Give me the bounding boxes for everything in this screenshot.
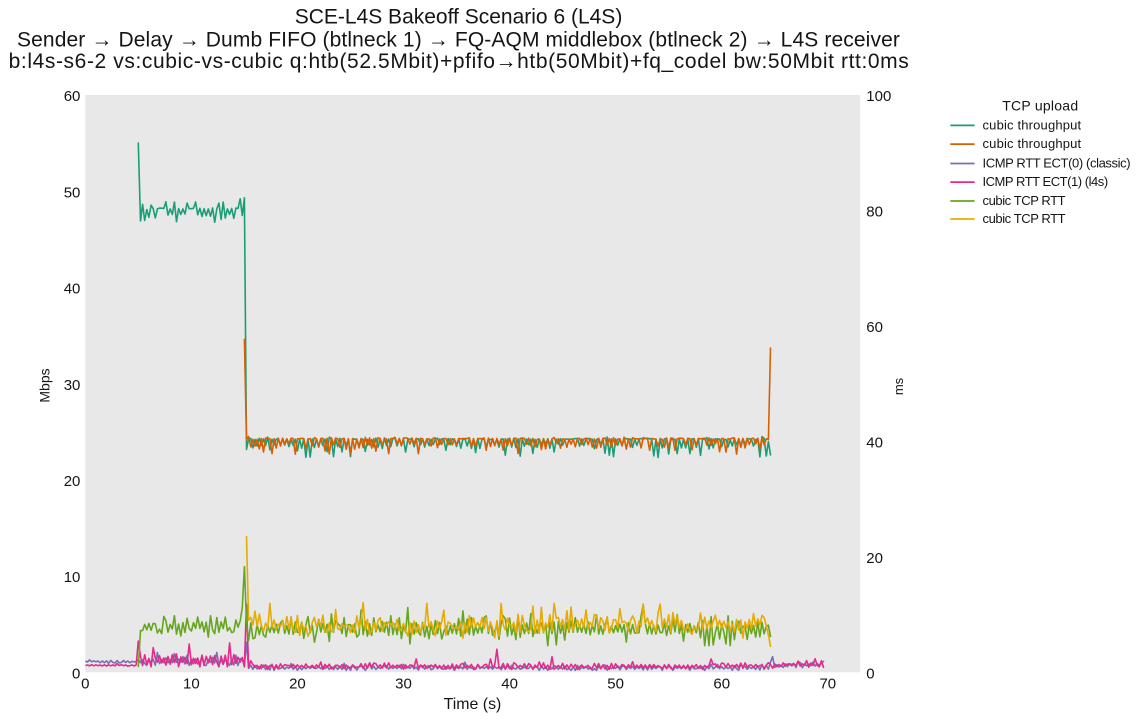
svg-text:ICMP RTT ECT(0) (classic): ICMP RTT ECT(0) (classic) (983, 156, 1131, 171)
svg-text:cubic TCP RTT: cubic TCP RTT (983, 193, 1066, 208)
svg-text:30: 30 (395, 676, 412, 693)
svg-text:Mbps: Mbps (36, 368, 52, 402)
svg-text:0: 0 (72, 665, 80, 682)
svg-text:50: 50 (64, 184, 81, 201)
svg-text:20: 20 (64, 473, 81, 490)
svg-text:20: 20 (866, 550, 883, 567)
svg-text:Sender → Delay → Dumb FIFO (bt: Sender → Delay → Dumb FIFO (btlneck 1) →… (17, 29, 900, 52)
svg-text:cubic TCP RTT: cubic TCP RTT (983, 211, 1066, 226)
svg-text:b:l4s-s6-2 vs:cubic-vs-cubic q: b:l4s-s6-2 vs:cubic-vs-cubic q:htb(52.5M… (9, 50, 910, 73)
svg-text:70: 70 (819, 676, 836, 693)
svg-text:0: 0 (81, 676, 89, 693)
svg-text:100: 100 (866, 88, 891, 105)
svg-text:TCP upload: TCP upload (1002, 98, 1078, 114)
svg-text:60: 60 (866, 319, 883, 336)
svg-text:60: 60 (713, 676, 730, 693)
svg-text:20: 20 (289, 676, 306, 693)
svg-text:80: 80 (866, 204, 883, 221)
svg-text:10: 10 (64, 569, 81, 586)
svg-text:10: 10 (183, 676, 200, 693)
svg-text:ms: ms (891, 377, 906, 395)
svg-text:Time (s): Time (s) (444, 696, 502, 713)
svg-text:ICMP RTT ECT(1) (l4s): ICMP RTT ECT(1) (l4s) (983, 174, 1108, 189)
svg-text:50: 50 (607, 676, 624, 693)
svg-text:30: 30 (64, 377, 81, 394)
svg-text:40: 40 (501, 676, 518, 693)
svg-text:40: 40 (64, 281, 81, 298)
svg-text:SCE-L4S Bakeoff Scenario 6 (L4: SCE-L4S Bakeoff Scenario 6 (L4S) (295, 6, 623, 29)
svg-text:cubic throughput: cubic throughput (983, 136, 1082, 151)
svg-text:0: 0 (866, 665, 874, 682)
svg-text:60: 60 (64, 88, 81, 105)
svg-text:cubic throughput: cubic throughput (983, 118, 1082, 133)
svg-text:40: 40 (866, 434, 883, 451)
